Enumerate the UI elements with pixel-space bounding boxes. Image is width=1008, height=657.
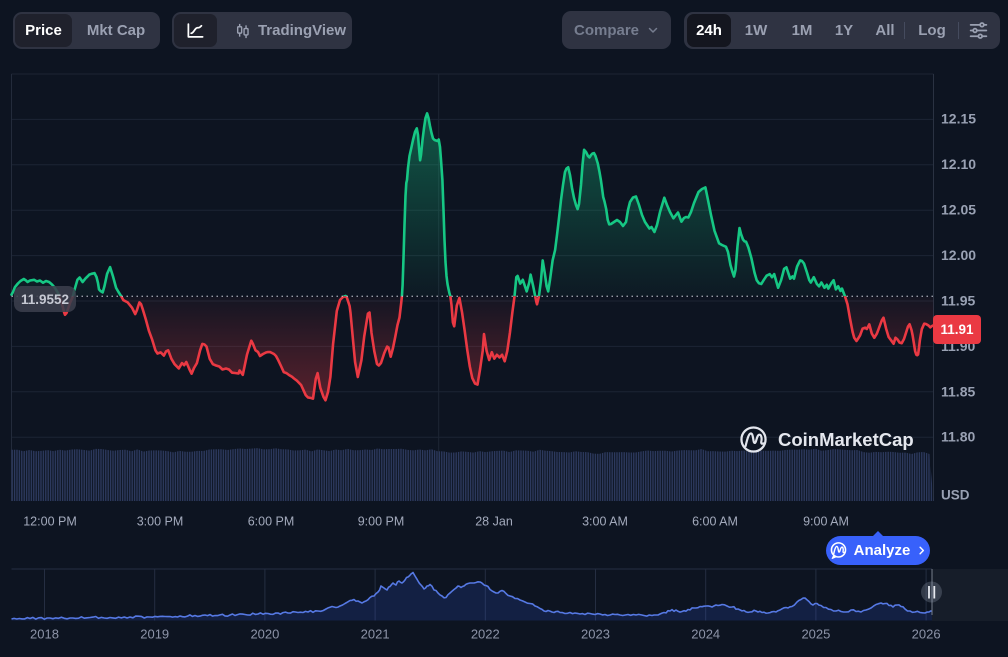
svg-text:USD: USD [941, 488, 970, 503]
svg-text:28 Jan: 28 Jan [475, 515, 513, 529]
svg-text:2022: 2022 [471, 627, 500, 642]
svg-text:12.00: 12.00 [941, 247, 976, 263]
svg-text:11.80: 11.80 [941, 429, 975, 445]
svg-text:9:00 AM: 9:00 AM [803, 515, 849, 529]
svg-text:2026: 2026 [912, 627, 941, 642]
svg-text:6:00 PM: 6:00 PM [248, 515, 295, 529]
svg-text:2025: 2025 [801, 627, 830, 642]
svg-text:12.05: 12.05 [941, 202, 976, 218]
svg-text:3:00 PM: 3:00 PM [137, 515, 184, 529]
svg-text:9:00 PM: 9:00 PM [358, 515, 405, 529]
svg-text:2024: 2024 [691, 627, 720, 642]
svg-text:12.10: 12.10 [941, 156, 976, 172]
svg-text:12:00 PM: 12:00 PM [23, 515, 77, 529]
svg-text:2020: 2020 [250, 627, 279, 642]
svg-text:11.95: 11.95 [941, 293, 975, 309]
svg-text:12.15: 12.15 [941, 111, 976, 127]
svg-text:2023: 2023 [581, 627, 610, 642]
svg-text:2018: 2018 [30, 627, 59, 642]
svg-text:3:00 AM: 3:00 AM [582, 515, 628, 529]
svg-text:2021: 2021 [361, 627, 390, 642]
svg-text:11.85: 11.85 [941, 383, 975, 399]
svg-text:6:00 AM: 6:00 AM [692, 515, 738, 529]
svg-text:2019: 2019 [140, 627, 169, 642]
